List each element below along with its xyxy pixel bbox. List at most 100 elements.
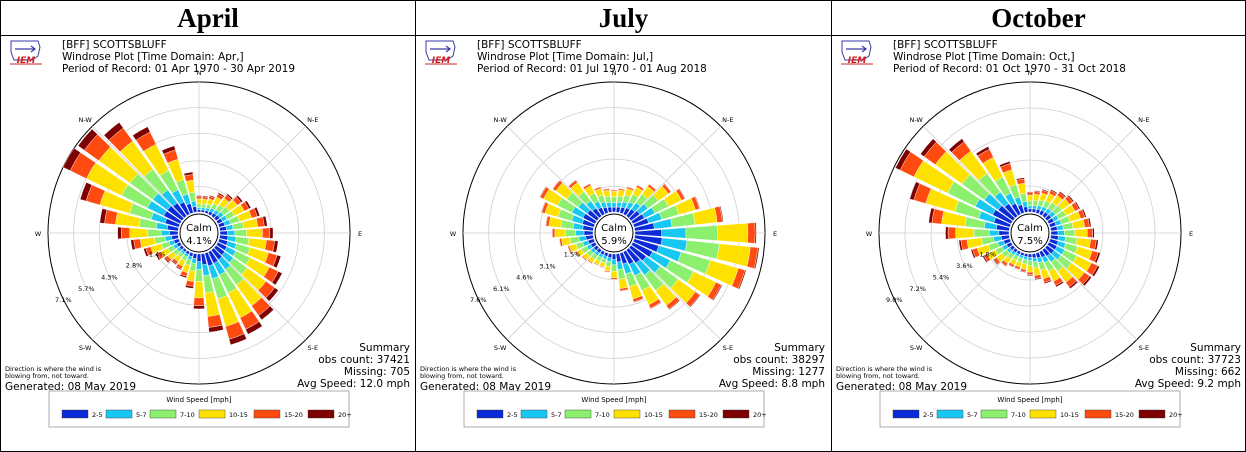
legend-label-15-20: 15-20 [1115,411,1134,419]
bar-20+-160 [228,333,247,346]
legend-label-10-15: 10-15 [229,411,248,419]
bar-7-10-180 [1027,260,1033,267]
bar-10-15-270 [554,228,566,238]
bar-2-5-0 [1028,208,1032,213]
legend-swatch-10-15 [198,409,226,419]
bar-7-10-270 [147,229,162,237]
compass-label-N-E: N-E [307,116,318,124]
bar-5-7-90 [1057,230,1065,236]
bar-20+-130 [265,287,279,302]
bar-20+-270 [551,228,553,238]
bar-10-15-270 [955,227,975,239]
direction-note: Direction is where the wind is [420,365,517,373]
grid-spoke [506,125,600,219]
bar-2-5-90 [219,230,228,236]
grid-spoke [91,247,185,341]
calm-circle [594,213,634,253]
bar-10-15-180 [610,271,618,279]
bar-20+-120 [271,271,283,286]
legend-label-15-20: 15-20 [699,411,718,419]
bar-7-10-270 [564,229,577,237]
compass-label-N-W: N-W [493,116,507,124]
panel-heading: April [1,1,415,36]
bar-20+-280 [99,208,108,224]
bar-7-10-180 [610,264,618,272]
calm-label: Calm [1017,223,1043,234]
legend-label-20+: 20+ [338,411,352,419]
logo-text: IEM [848,56,866,66]
bar-20+-20 [1041,188,1049,193]
bar-20+-140 [258,305,274,321]
legend-label-10-15: 10-15 [1060,411,1079,419]
legend-title: Wind Speed [mph] [581,396,646,404]
bar-20+-150 [650,301,662,310]
generated-date: Generated: 08 May 2019 [836,381,967,393]
bar-20+-310 [552,179,561,190]
plot-title: Windrose Plot [Time Domain: Apr,] [62,51,244,63]
bar-5-7-0 [611,202,617,208]
bar-20+-310 [920,138,937,157]
ring-label: 3.1% [539,262,556,270]
bar-20+-0 [1026,191,1034,193]
period-of-record: Period of Record: 01 Apr 1970 - 30 Apr 2… [62,63,295,75]
bar-15-20-90 [262,227,271,239]
bar-20+-180 [1026,274,1034,276]
bar-20+-290 [79,182,93,202]
bar-20+-40 [1059,191,1067,198]
bar-20+-0 [196,195,202,197]
bar-20+-70 [1081,208,1087,218]
legend-swatch-2-5 [892,409,920,419]
ring-label: 3.6% [956,262,973,270]
bar-10-15-0 [610,191,618,198]
ring-label: 4.3% [101,274,118,282]
summary-line: obs count: 37421 [318,354,410,366]
bar-20+-100 [1094,239,1099,251]
legend-swatch-15-20 [668,409,696,419]
bar-20+-280 [545,215,548,227]
summary-line: Missing: 662 [1175,366,1241,378]
compass-label-W: W [866,230,873,238]
calm-circle [1010,213,1050,253]
grid-spoke [91,125,185,219]
bar-15-20-270 [947,226,957,240]
grid-spoke [628,125,722,219]
compass-label-N-W: N-W [78,116,92,124]
bar-20+-340 [161,145,176,155]
ring-label: 1.4% [149,250,166,258]
bar-20+-290 [540,201,546,213]
bar-20+-120 [1091,265,1100,277]
bar-20+-330 [132,126,151,141]
bar-15-20-270 [121,227,131,239]
bar-20+-270 [945,226,949,240]
bar-7-10-270 [973,228,990,238]
bar-20+-10 [618,188,626,190]
legend-swatch-7-10 [149,409,177,419]
grid-spoke [922,125,1016,219]
summary-line: obs count: 38297 [733,354,825,366]
bar-20+-220 [587,259,593,265]
legend-label-7-10: 7-10 [180,411,195,419]
bar-20+-50 [1067,194,1075,203]
panel-heading: October [832,1,1245,36]
bar-5-7-180 [1027,257,1033,261]
bar-20+-190 [185,284,194,289]
grid-spoke [1044,247,1138,341]
bar-20+-90 [754,222,757,244]
iem-logo: IEM [10,40,42,66]
bar-2-5-0 [197,209,201,213]
bar-20+-140 [1068,280,1079,289]
compass-label-E: E [1189,230,1193,238]
station-name: [BFF] SCOTTSBLUFF [62,39,167,51]
summary-line: Avg Speed: 12.0 mph [297,378,410,390]
logo-text: IEM [432,56,450,66]
compass-label-S-W: S-W [79,344,92,352]
bar-5-7-0 [196,207,202,210]
legend-label-5-7: 5-7 [967,411,978,419]
bar-20+-240 [574,251,579,258]
bar-5-7-90 [661,227,687,239]
bar-20+-110 [272,254,282,269]
bar-7-10-90 [234,229,247,237]
legend-swatch-15-20 [1084,409,1112,419]
bar-20+-220 [171,260,177,266]
